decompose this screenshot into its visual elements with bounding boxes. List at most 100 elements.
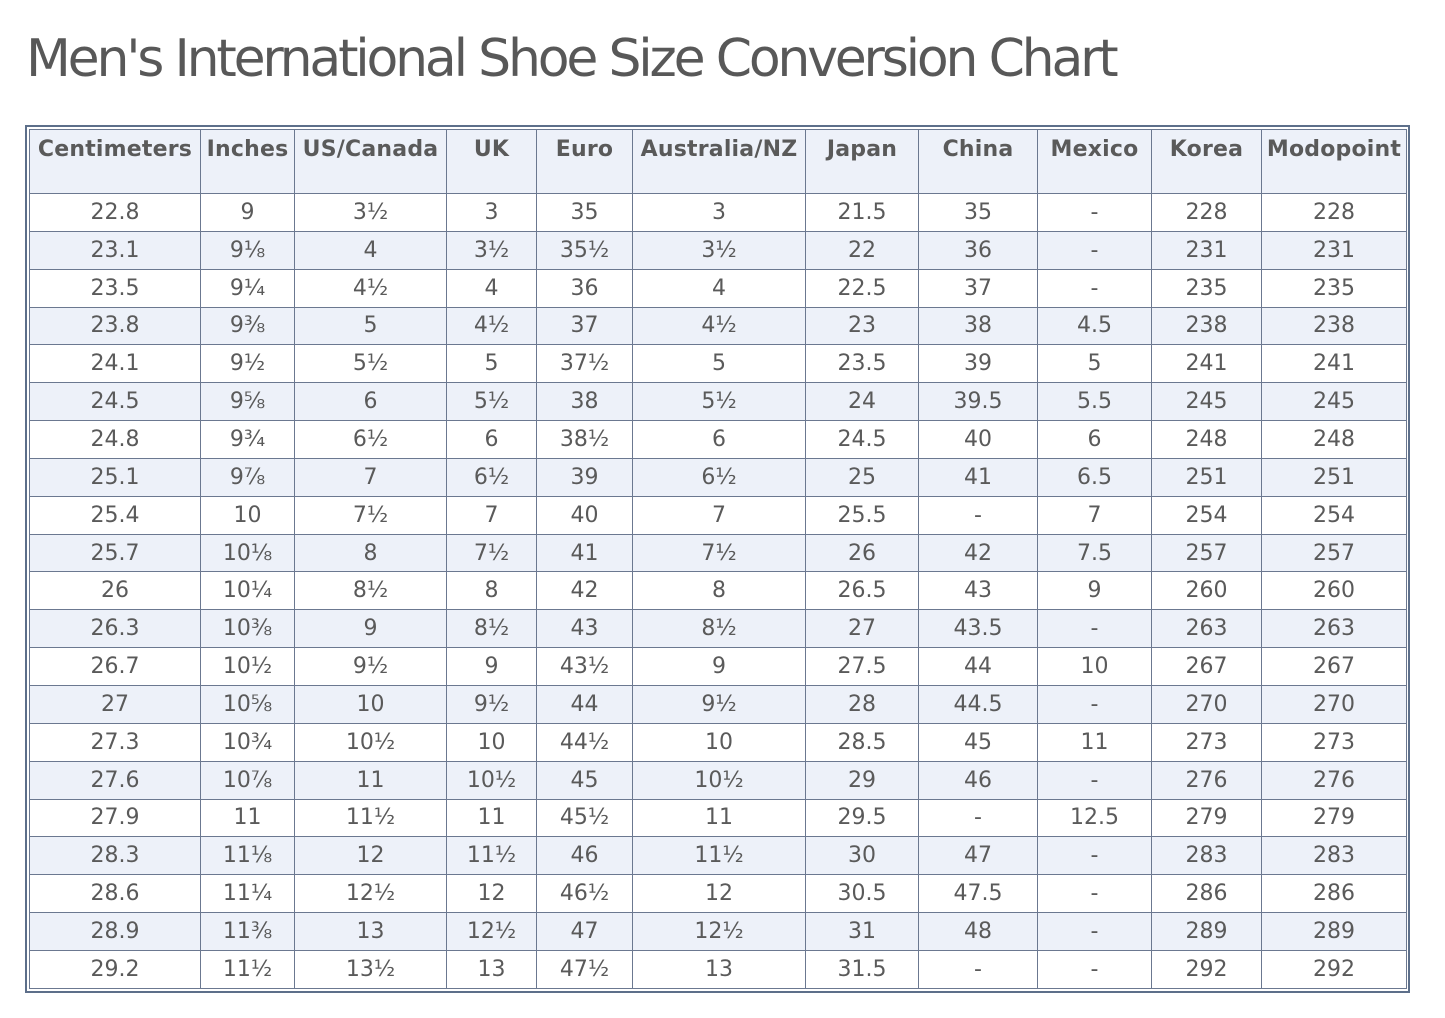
table-cell: 12 xyxy=(446,874,537,914)
table-cell: 27.3 xyxy=(29,722,201,762)
table-cell: 41 xyxy=(918,457,1038,497)
table-cell: 5 xyxy=(632,344,806,384)
table-cell: 9⅛ xyxy=(200,230,295,270)
table-cell: 24 xyxy=(805,382,919,422)
table-cell: 28.3 xyxy=(29,836,201,876)
table-cell: 42 xyxy=(536,571,633,611)
table-cell: 27.9 xyxy=(29,798,201,838)
table-cell: 9⅞ xyxy=(200,457,295,497)
table-cell: 47½ xyxy=(536,949,633,990)
table-cell: 42 xyxy=(918,533,1038,573)
column-header: Centimeters xyxy=(29,129,201,194)
table-cell: 44 xyxy=(918,647,1038,686)
table-cell: 38 xyxy=(918,306,1038,346)
table-cell: 11½ xyxy=(632,836,806,876)
table-cell: 13 xyxy=(632,949,806,990)
table-cell: 10½ xyxy=(632,760,806,800)
table-cell: 23 xyxy=(805,306,919,346)
table-cell: 43 xyxy=(536,609,633,649)
table-cell: 10 xyxy=(1037,647,1152,686)
table-cell: 35 xyxy=(536,193,633,232)
table-cell: 273 xyxy=(1261,722,1407,762)
table-cell: 228 xyxy=(1151,193,1262,232)
table-cell: 13 xyxy=(294,912,447,951)
table-row: 24.5 9⅝ 6 5½ 38 5½ 24 39.5 5.5 245 245 xyxy=(29,382,1407,422)
table-header: Centimeters Inches US/Canada UK Euro Australi… xyxy=(29,129,1407,194)
table-cell: 7 xyxy=(632,495,806,535)
table-cell: 289 xyxy=(1261,912,1407,951)
table-cell: 267 xyxy=(1151,647,1262,686)
column-header: Korea xyxy=(1151,129,1262,194)
table-cell: 8½ xyxy=(446,609,537,649)
table-cell: 251 xyxy=(1261,457,1407,497)
table-cell: 39 xyxy=(918,344,1038,384)
table-cell: 263 xyxy=(1261,609,1407,649)
table-cell: 25.4 xyxy=(29,495,201,535)
table-cell: 27 xyxy=(805,609,919,649)
table-cell: 11 xyxy=(294,760,447,800)
table-row: 27.3 10¾ 10½ 10 44½ 10 28.5 45 11 273 273 xyxy=(29,722,1407,762)
table-cell: 23.1 xyxy=(29,230,201,270)
table-cell: 26 xyxy=(805,533,919,573)
table-cell: 27.6 xyxy=(29,760,201,800)
table-cell: 46 xyxy=(918,760,1038,800)
table-cell: 7½ xyxy=(446,533,537,573)
table-cell: 28 xyxy=(805,684,919,724)
table-cell: 11 xyxy=(200,798,295,838)
table-cell: 245 xyxy=(1151,382,1262,422)
table-cell: 6 xyxy=(294,382,447,422)
table-cell: 37 xyxy=(536,306,633,346)
table-cell: 9½ xyxy=(632,684,806,724)
table-cell: 3½ xyxy=(294,193,447,232)
table-cell: 44 xyxy=(536,684,633,724)
table-row: 27 10⅝ 10 9½ 44 9½ 28 44.5-270 270 xyxy=(29,684,1407,724)
table-cell: 6 xyxy=(446,420,537,459)
table-cell: 10⅞ xyxy=(200,760,295,800)
table-frame: Centimeters Inches US/Canada UK Euro Australi… xyxy=(25,125,1410,993)
table-row: 27.6 10⅞ 11 10½ 45 10½ 29 46-276 276 xyxy=(29,760,1407,800)
table-cell: 23.5 xyxy=(29,268,201,308)
table-cell: 10⅜ xyxy=(200,609,295,649)
table-cell: 3½ xyxy=(632,230,806,270)
table-cell: 37 xyxy=(918,268,1038,308)
table-row: 28.9 11⅜ 13 12½ 47 12½ 31 48-289 289 xyxy=(29,912,1407,951)
table-cell: 276 xyxy=(1151,760,1262,800)
table-cell: 26.3 xyxy=(29,609,201,649)
table-cell: 46½ xyxy=(536,874,633,914)
table-cell: 292 xyxy=(1261,949,1407,990)
table-row: 25.7 10⅛ 8 7½ 41 7½ 26 42 7.5 257 257 xyxy=(29,533,1407,573)
table-cell: 12½ xyxy=(446,912,537,951)
table-cell: 27.5 xyxy=(805,647,919,686)
column-header: Mexico xyxy=(1037,129,1152,194)
column-header: Japan xyxy=(805,129,919,194)
table-cell: 11⅜ xyxy=(200,912,295,951)
table-cell: 11½ xyxy=(446,836,537,876)
table-cell: 29.2 xyxy=(29,949,201,990)
table-cell: 5½ xyxy=(446,382,537,422)
table-cell: - xyxy=(918,949,1038,990)
table-cell: 39 xyxy=(536,457,633,497)
table-cell: 44½ xyxy=(536,722,633,762)
table-cell: 45 xyxy=(536,760,633,800)
table-cell: - xyxy=(1037,949,1152,990)
table-cell: 45½ xyxy=(536,798,633,838)
table-cell: 45 xyxy=(918,722,1038,762)
column-header: Inches xyxy=(200,129,295,194)
table-cell: - xyxy=(1037,836,1152,876)
table-cell: - xyxy=(1037,912,1152,951)
table-cell: 7 xyxy=(446,495,537,535)
table-cell: 25 xyxy=(805,457,919,497)
table-cell: 283 xyxy=(1261,836,1407,876)
column-header: Australia/NZ xyxy=(632,129,806,194)
table-row: 24.1 9½ 5½ 5 37½ 5 23.5 39 5 241 241 xyxy=(29,344,1407,384)
table-cell: 270 xyxy=(1261,684,1407,724)
table-cell: 9 xyxy=(632,647,806,686)
table-cell: 270 xyxy=(1151,684,1262,724)
table-cell: 13½ xyxy=(294,949,447,990)
table-row: 26 10¼ 8½ 8 42 8 26.5 43 9 260 260 xyxy=(29,571,1407,611)
table-cell: 29.5 xyxy=(805,798,919,838)
table-cell: 43 xyxy=(918,571,1038,611)
table-cell: 9½ xyxy=(294,647,447,686)
table-cell: 251 xyxy=(1151,457,1262,497)
table-cell: 7½ xyxy=(632,533,806,573)
